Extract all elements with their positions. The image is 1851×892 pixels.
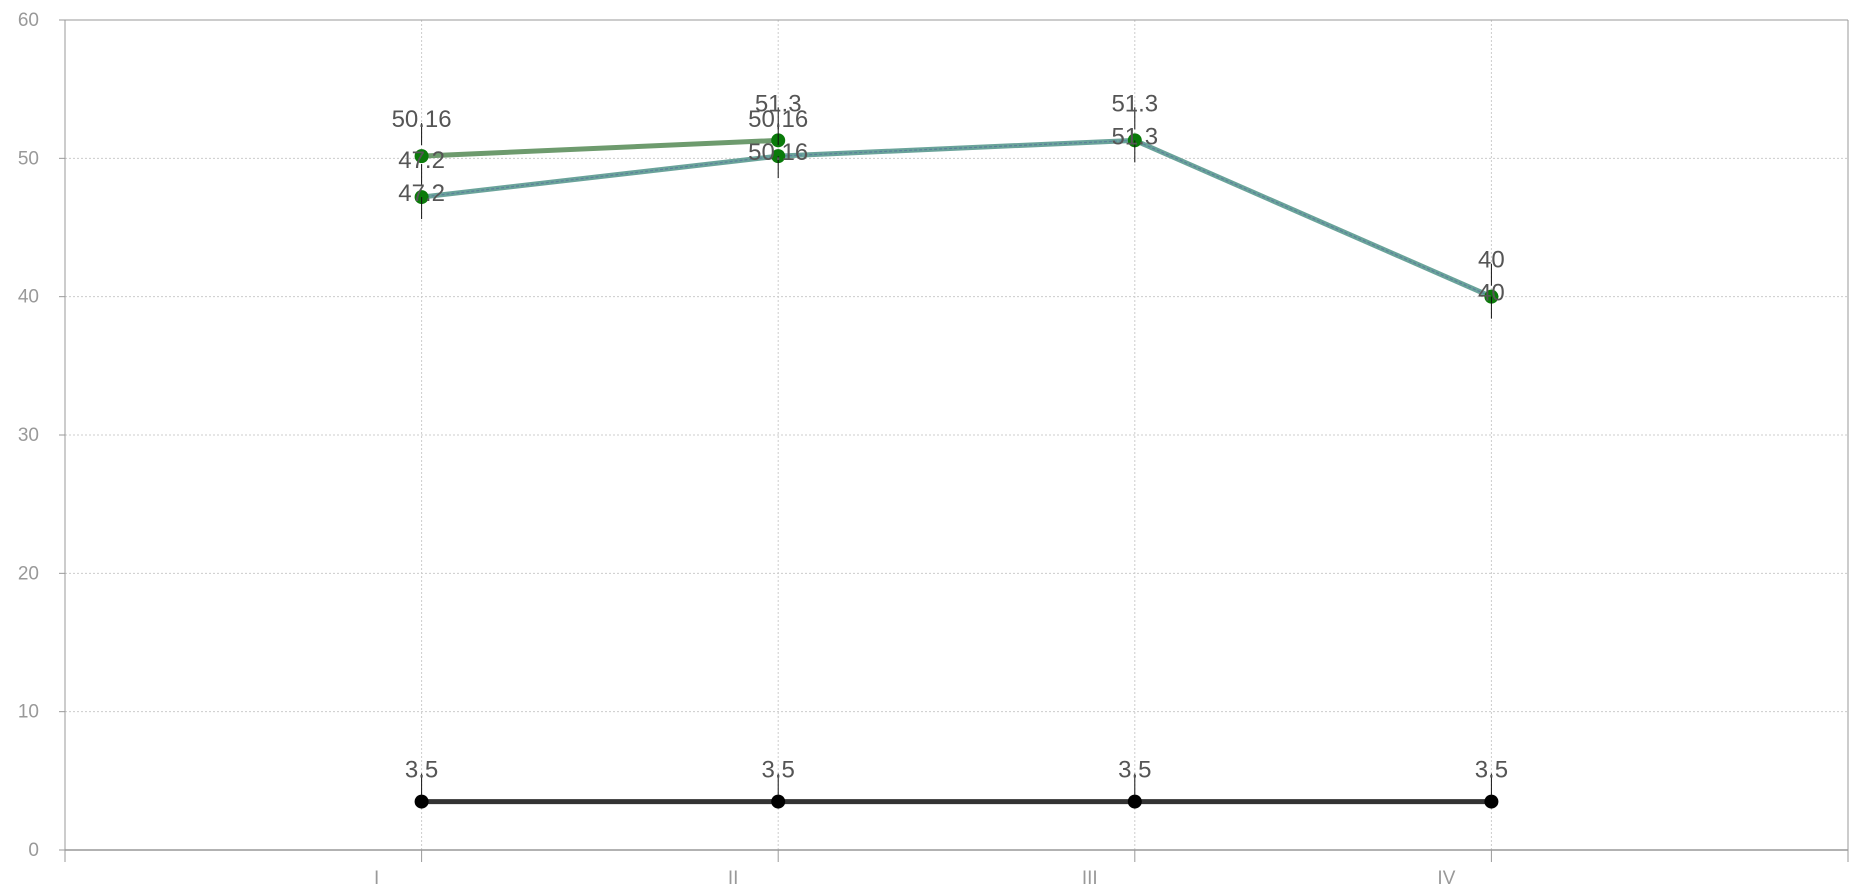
series-line-dash: [421, 139, 1492, 298]
y-tick-label: 60: [18, 10, 39, 31]
x-tick-label: I: [374, 868, 379, 889]
data-label: 51.3: [1111, 123, 1158, 150]
data-label: 51.3: [755, 90, 802, 117]
y-tick-label: 40: [18, 287, 39, 308]
data-label: 3.5: [1118, 757, 1151, 784]
data-label: 3.5: [762, 757, 795, 784]
data-label: 50.16: [392, 106, 452, 133]
data-label: 3.5: [405, 757, 438, 784]
x-tick-label: IV: [1437, 868, 1455, 889]
grid: [65, 19, 1848, 850]
series-line: [421, 137, 779, 159]
y-tick-label: 30: [18, 425, 39, 446]
data-labels: 50.1647.247.251.350.1650.1651.351.340403…: [392, 90, 1508, 796]
data-label: 50.16: [748, 139, 808, 166]
series-point: [414, 149, 429, 164]
series-point: [414, 794, 429, 809]
y-tick-label: 0: [28, 840, 39, 861]
data-label: 47.2: [398, 147, 445, 174]
data-label: 50.16: [748, 106, 808, 133]
y-tick-label: 20: [18, 563, 39, 584]
y-tick-label: 10: [18, 702, 39, 723]
series-line: [421, 137, 1493, 299]
series-group: [414, 133, 1499, 809]
data-label: 40: [1478, 280, 1505, 307]
data-label: 51.3: [1111, 90, 1158, 117]
y-tick-label: 50: [18, 148, 39, 169]
series-point: [1484, 794, 1499, 809]
data-label: 47.2: [398, 180, 445, 207]
x-tick-label: II: [728, 868, 739, 889]
series-point: [771, 794, 786, 809]
x-tick-label: III: [1082, 868, 1098, 889]
data-label: 3.5: [1475, 757, 1508, 784]
series-point: [1127, 794, 1142, 809]
data-label: 40: [1478, 247, 1505, 274]
